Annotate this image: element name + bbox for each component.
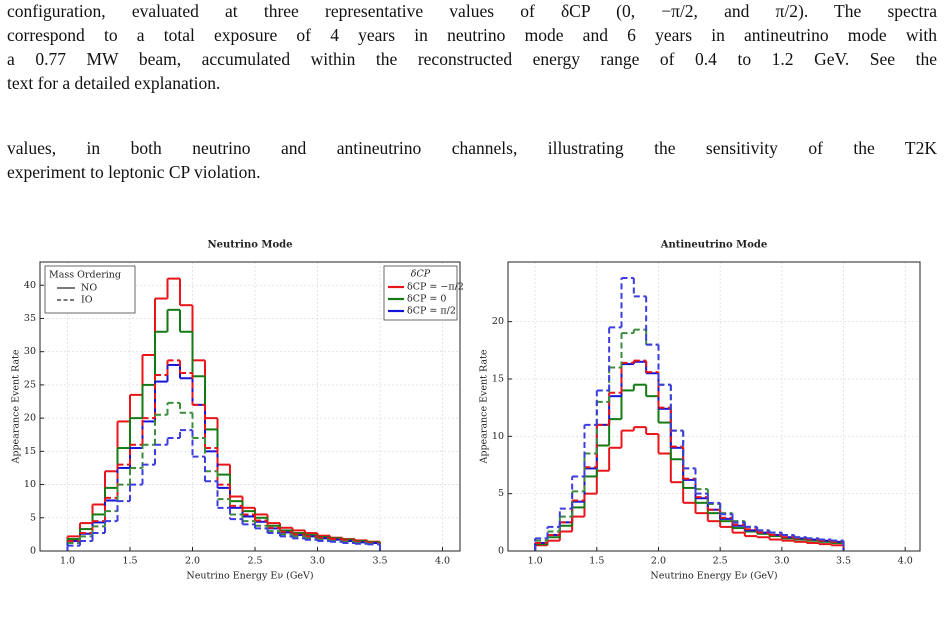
y-axis-label: Appearance Event Rate [479,349,490,464]
x-axis-label: Neutrino Energy Eν (GeV) [650,571,777,582]
legend-box [383,265,458,321]
legend-box [44,265,136,314]
x-tick-label: 1.5 [589,556,604,567]
legend-title: Mass Ordering [49,270,121,281]
y-tick-label: 20 [492,316,504,327]
y-tick-label: 40 [24,280,36,291]
legend-title: δCP [411,269,431,280]
x-tick-label: 4.0 [435,556,450,567]
x-tick-label: 4.0 [898,556,913,567]
y-tick-label: 15 [492,373,504,384]
plot-frame [507,261,921,552]
x-tick-label: 2.0 [185,556,200,567]
plot-frame [39,261,461,552]
x-tick-label: 1.0 [60,556,75,567]
y-tick-label: 5 [498,488,504,499]
x-axis-label: Neutrino Energy Eν (GeV) [186,571,313,582]
caption-line: configuration, evaluated at three repres… [7,1,937,21]
x-tick-label: 3.5 [372,556,387,567]
caption-line: text for a detailed explanation. [7,73,221,93]
legend-label: NO [81,283,97,294]
y-tick-label: 25 [24,379,36,390]
x-tick-label: 2.5 [247,556,262,567]
legend-label: δCP = π/2 [407,306,456,317]
y-tick-label: 30 [24,346,36,357]
y-axis-label: Appearance Event Rate [11,349,22,464]
x-tick-label: 3.0 [774,556,789,567]
y-tick-label: 5 [30,512,36,523]
x-tick-label: 1.5 [122,556,137,567]
x-tick-label: 1.0 [528,556,543,567]
y-tick-label: 35 [24,313,36,324]
chart-title: Neutrino Mode [208,240,293,251]
y-tick-label: 10 [24,479,36,490]
x-tick-label: 3.5 [836,556,851,567]
x-tick-label: 2.5 [713,556,728,567]
body-line: experiment to leptonic CP violation. [7,162,261,182]
y-tick-label: 0 [498,546,504,557]
legend-label: δCP = 0 [407,294,446,305]
y-tick-label: 20 [24,413,36,424]
x-tick-label: 3.0 [310,556,325,567]
body-line: values, in both neutrino and antineutrin… [7,138,937,158]
y-tick-label: 15 [24,446,36,457]
y-tick-label: 10 [492,431,504,442]
chart-title: Antineutrino Mode [660,240,768,251]
legend-label: δCP = −π/2 [407,282,464,293]
legend-label: IO [81,295,93,306]
caption-line: correspond to a total exposure of 4 year… [7,25,937,45]
y-tick-label: 0 [30,546,36,557]
caption-line: a 0.77 MW beam, accumulated within the r… [7,49,937,69]
x-tick-label: 2.0 [651,556,666,567]
